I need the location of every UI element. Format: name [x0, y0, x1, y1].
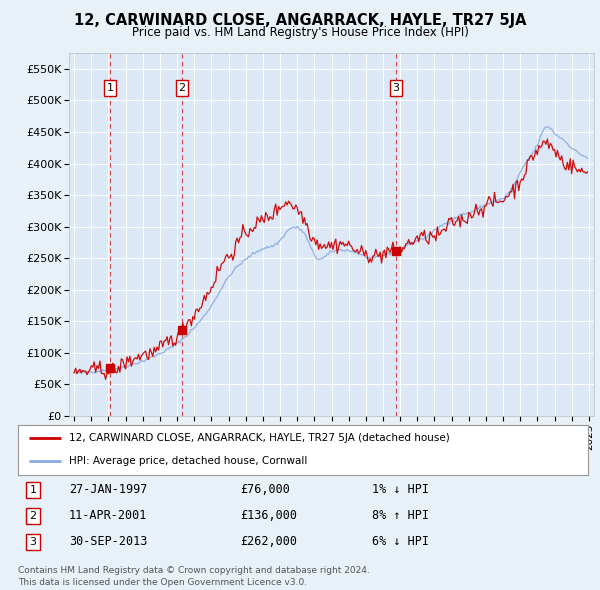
Text: 1: 1: [29, 485, 37, 494]
Text: 1: 1: [106, 83, 113, 93]
Text: 6% ↓ HPI: 6% ↓ HPI: [372, 535, 429, 548]
Text: HPI: Average price, detached house, Cornwall: HPI: Average price, detached house, Corn…: [70, 457, 308, 467]
Text: 3: 3: [392, 83, 400, 93]
Text: 12, CARWINARD CLOSE, ANGARRACK, HAYLE, TR27 5JA: 12, CARWINARD CLOSE, ANGARRACK, HAYLE, T…: [74, 13, 526, 28]
Text: 1% ↓ HPI: 1% ↓ HPI: [372, 483, 429, 496]
Text: 3: 3: [29, 537, 37, 546]
Text: £262,000: £262,000: [240, 535, 297, 548]
Text: 30-SEP-2013: 30-SEP-2013: [69, 535, 148, 548]
Text: Contains HM Land Registry data © Crown copyright and database right 2024.
This d: Contains HM Land Registry data © Crown c…: [18, 566, 370, 587]
Text: £76,000: £76,000: [240, 483, 290, 496]
Text: 27-JAN-1997: 27-JAN-1997: [69, 483, 148, 496]
Text: £136,000: £136,000: [240, 509, 297, 522]
Text: 12, CARWINARD CLOSE, ANGARRACK, HAYLE, TR27 5JA (detached house): 12, CARWINARD CLOSE, ANGARRACK, HAYLE, T…: [70, 433, 450, 443]
Text: 11-APR-2001: 11-APR-2001: [69, 509, 148, 522]
Text: Price paid vs. HM Land Registry's House Price Index (HPI): Price paid vs. HM Land Registry's House …: [131, 26, 469, 39]
Text: 2: 2: [29, 511, 37, 520]
Text: 8% ↑ HPI: 8% ↑ HPI: [372, 509, 429, 522]
Text: 2: 2: [178, 83, 185, 93]
